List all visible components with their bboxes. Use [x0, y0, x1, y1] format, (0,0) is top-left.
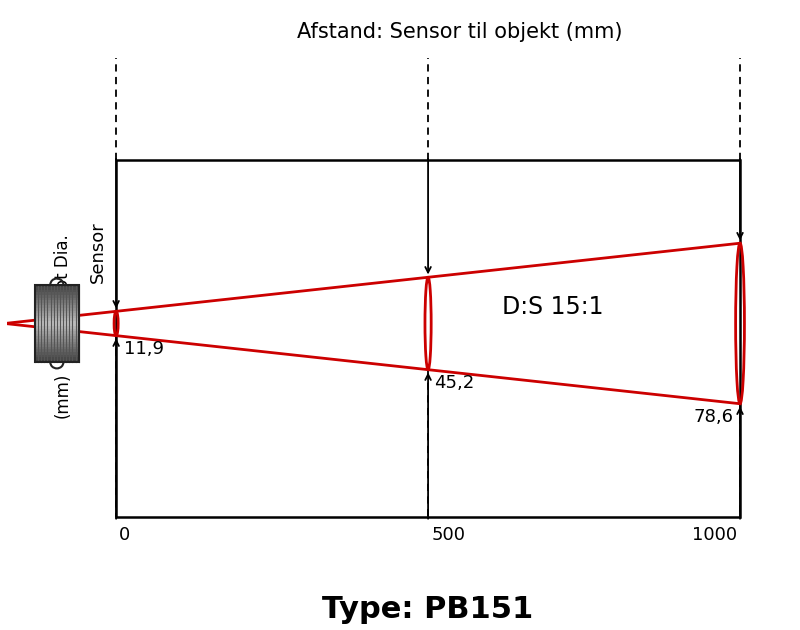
Bar [35, 346, 78, 350]
Bar [35, 289, 78, 292]
Bar [35, 338, 78, 341]
Bar [35, 349, 78, 352]
Bar [35, 344, 78, 346]
Bar [35, 307, 78, 311]
Bar [35, 297, 78, 300]
Bar [35, 333, 78, 336]
Bar [35, 292, 78, 295]
Bar [35, 312, 78, 316]
Bar [35, 328, 78, 331]
Bar [35, 284, 78, 287]
Bar [35, 300, 78, 303]
Bar [35, 359, 78, 362]
Bar [35, 310, 78, 313]
Text: D:S 15:1: D:S 15:1 [502, 295, 604, 319]
Text: Spot Dia.: Spot Dia. [54, 234, 72, 311]
Bar [35, 295, 78, 297]
Bar [35, 357, 78, 360]
Bar [35, 326, 78, 329]
Bar [116, 160, 740, 517]
Text: Type: PB151: Type: PB151 [322, 595, 534, 624]
Bar [35, 341, 78, 344]
Text: 11,9: 11,9 [124, 340, 164, 358]
Bar [35, 285, 78, 362]
Text: Sensor: Sensor [89, 221, 106, 283]
Bar [35, 323, 78, 326]
Text: Afstand: Sensor til objekt (mm): Afstand: Sensor til objekt (mm) [297, 21, 622, 42]
Text: 45,2: 45,2 [434, 374, 474, 392]
Bar [35, 354, 78, 357]
Bar [35, 321, 78, 323]
Bar [35, 318, 78, 321]
Bar [35, 305, 78, 308]
Bar [35, 336, 78, 339]
Text: 500: 500 [431, 525, 465, 544]
Text: 1000: 1000 [692, 525, 737, 544]
Bar [35, 302, 78, 306]
Bar [35, 287, 78, 290]
Text: (mm): (mm) [54, 372, 72, 418]
Text: 0: 0 [119, 525, 130, 544]
Bar [35, 331, 78, 334]
Text: 78,6: 78,6 [694, 408, 734, 426]
Bar [35, 352, 78, 355]
Bar [35, 315, 78, 318]
